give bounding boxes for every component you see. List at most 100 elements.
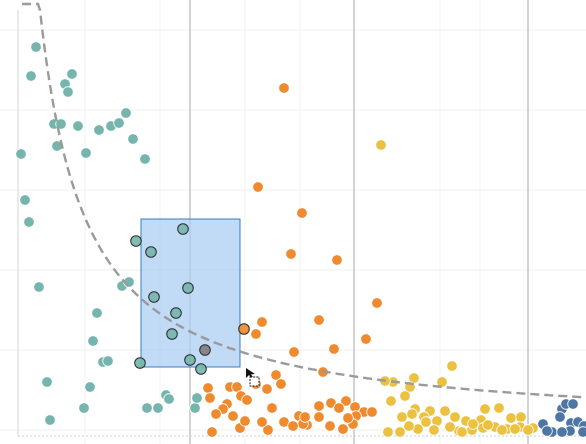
data-point[interactable] (120, 107, 132, 119)
data-point[interactable] (84, 381, 96, 393)
data-point[interactable] (191, 392, 203, 404)
data-point[interactable] (30, 41, 42, 53)
data-point[interactable] (328, 343, 340, 355)
data-point[interactable] (577, 426, 586, 438)
data-point[interactable] (127, 133, 139, 145)
data-point[interactable] (41, 376, 53, 388)
data-point-selected[interactable] (177, 223, 189, 235)
data-point[interactable] (206, 426, 218, 438)
data-point[interactable] (44, 414, 56, 426)
data-point[interactable] (333, 402, 345, 414)
data-point[interactable] (496, 424, 508, 436)
data-point[interactable] (428, 424, 440, 436)
data-point[interactable] (102, 355, 114, 367)
data-point[interactable] (360, 333, 372, 345)
data-point[interactable] (241, 394, 253, 406)
data-point-selected[interactable] (145, 246, 157, 258)
data-point[interactable] (23, 216, 35, 228)
data-point[interactable] (554, 411, 566, 423)
data-point[interactable] (403, 420, 415, 432)
data-point[interactable] (66, 68, 78, 80)
data-point[interactable] (62, 86, 74, 98)
data-points-selected[interactable] (130, 223, 250, 375)
data-point[interactable] (567, 398, 579, 410)
data-point[interactable] (141, 402, 153, 414)
data-point[interactable] (91, 307, 103, 319)
data-point[interactable] (375, 139, 387, 151)
data-point[interactable] (72, 120, 84, 132)
data-point[interactable] (270, 369, 282, 381)
data-point[interactable] (406, 408, 418, 420)
data-point-selected[interactable] (182, 282, 194, 294)
data-points-unselected[interactable] (15, 41, 586, 438)
data-point[interactable] (371, 297, 383, 309)
data-point[interactable] (204, 392, 216, 404)
data-point[interactable] (189, 402, 201, 414)
data-point-selected[interactable] (134, 357, 146, 369)
data-point[interactable] (385, 395, 397, 407)
data-point[interactable] (227, 410, 239, 422)
data-point-selected[interactable] (199, 344, 211, 356)
data-point[interactable] (522, 424, 534, 436)
data-point[interactable] (139, 153, 151, 165)
data-point[interactable] (479, 403, 491, 415)
data-point[interactable] (456, 426, 468, 438)
data-point[interactable] (436, 376, 448, 388)
data-point[interactable] (541, 425, 553, 437)
data-point[interactable] (25, 70, 37, 82)
data-point[interactable] (33, 281, 45, 293)
data-point[interactable] (299, 411, 311, 423)
data-point[interactable] (313, 314, 325, 326)
data-point[interactable] (399, 390, 411, 402)
data-point[interactable] (449, 411, 461, 423)
data-point[interactable] (152, 402, 164, 414)
data-point[interactable] (446, 360, 458, 372)
data-point-selected[interactable] (184, 354, 196, 366)
data-point[interactable] (252, 181, 264, 193)
data-point[interactable] (509, 423, 521, 435)
data-point[interactable] (256, 316, 268, 328)
data-point[interactable] (239, 415, 251, 427)
data-point[interactable] (262, 424, 274, 436)
data-point[interactable] (113, 117, 125, 129)
data-point[interactable] (285, 248, 297, 260)
data-point-selected[interactable] (166, 328, 178, 340)
data-point[interactable] (340, 395, 352, 407)
data-point[interactable] (482, 419, 494, 431)
data-point[interactable] (493, 402, 505, 414)
data-point-selected[interactable] (195, 363, 207, 375)
data-point[interactable] (202, 382, 214, 394)
data-point[interactable] (342, 412, 354, 424)
data-point[interactable] (210, 408, 222, 420)
data-point[interactable] (80, 147, 92, 159)
data-point[interactable] (296, 207, 308, 219)
data-point[interactable] (287, 420, 299, 432)
data-point[interactable] (394, 426, 406, 438)
data-point[interactable] (266, 402, 278, 414)
data-point[interactable] (444, 421, 456, 433)
data-point[interactable] (324, 420, 336, 432)
data-point[interactable] (420, 416, 432, 428)
data-point[interactable] (93, 124, 105, 136)
data-point-selected[interactable] (148, 291, 160, 303)
data-point-selected[interactable] (238, 323, 250, 335)
data-point[interactable] (556, 426, 568, 438)
data-point-selected[interactable] (130, 235, 142, 247)
data-point[interactable] (505, 412, 517, 424)
data-point[interactable] (78, 402, 90, 414)
data-point[interactable] (87, 335, 99, 347)
data-point[interactable] (331, 254, 343, 266)
data-point[interactable] (275, 378, 287, 390)
data-point[interactable] (467, 418, 479, 430)
data-point[interactable] (261, 383, 273, 395)
data-point[interactable] (19, 194, 31, 206)
data-point[interactable] (515, 411, 527, 423)
data-point[interactable] (382, 426, 394, 438)
data-point[interactable] (313, 411, 325, 423)
data-point[interactable] (396, 411, 408, 423)
data-point[interactable] (15, 148, 27, 160)
data-point[interactable] (337, 423, 349, 435)
data-point[interactable] (288, 346, 300, 358)
data-point[interactable] (366, 406, 378, 418)
data-point[interactable] (163, 393, 175, 405)
